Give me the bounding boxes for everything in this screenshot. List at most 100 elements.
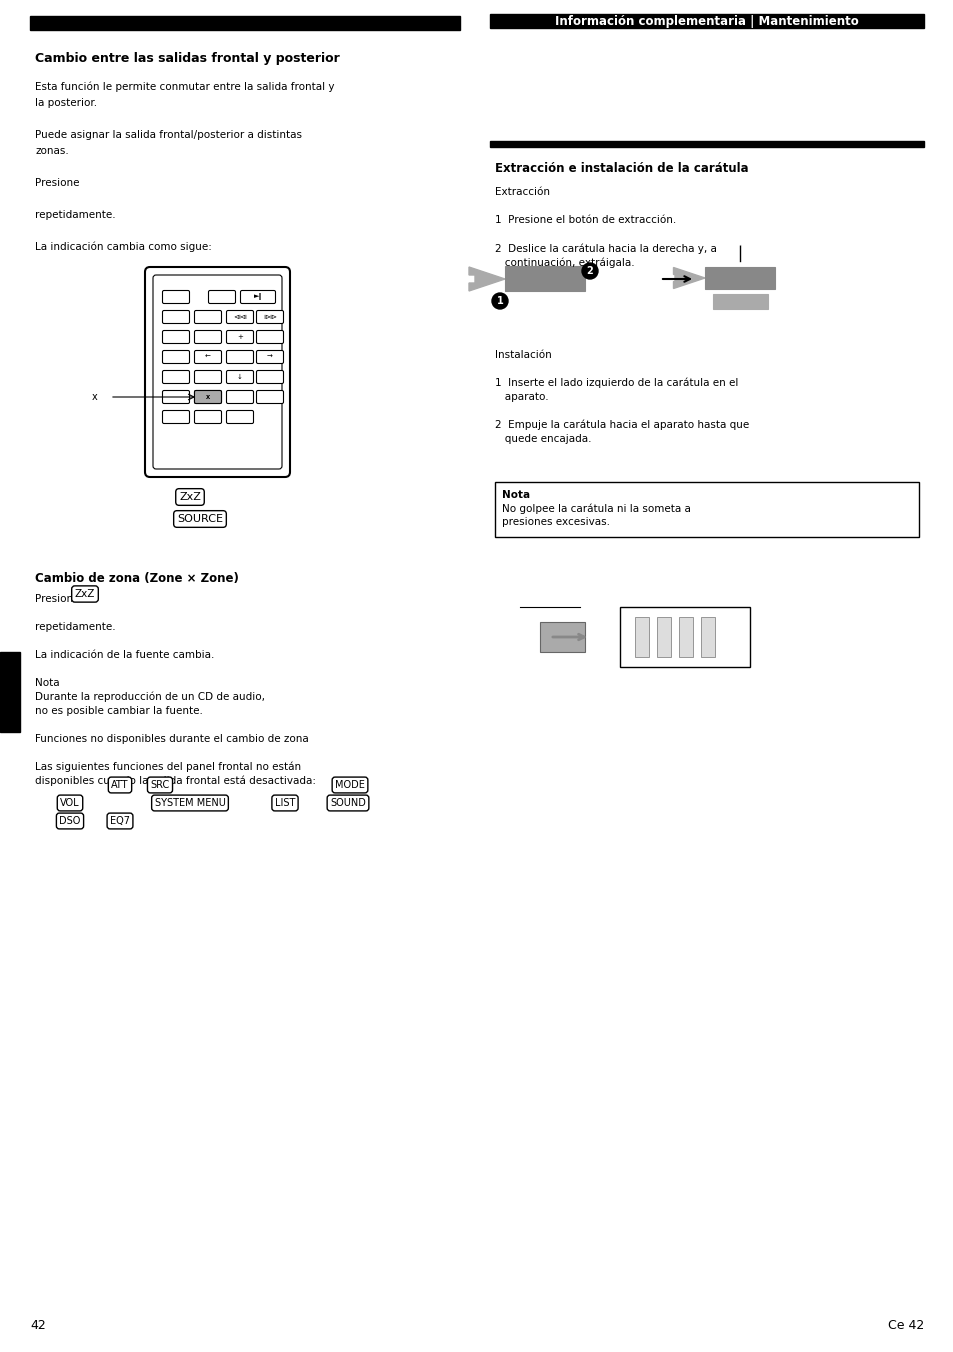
Text: VOL: VOL — [60, 798, 80, 808]
Text: No golpee la carátula ni la someta a: No golpee la carátula ni la someta a — [501, 504, 690, 515]
Text: →: → — [267, 354, 273, 360]
Text: 1  Inserte el lado izquierdo de la carátula en el: 1 Inserte el lado izquierdo de la carátu… — [495, 379, 738, 388]
Text: SYSTEM MENU: SYSTEM MENU — [154, 798, 225, 808]
Text: LIST: LIST — [274, 798, 294, 808]
FancyArrow shape — [673, 268, 704, 288]
Bar — [635, 617, 648, 657]
Bar — [504, 266, 584, 291]
Bar — [619, 607, 749, 667]
Text: 2  Deslice la carátula hacia la derecha y, a: 2 Deslice la carátula hacia la derecha y… — [495, 243, 716, 254]
FancyBboxPatch shape — [194, 311, 221, 323]
FancyBboxPatch shape — [256, 311, 283, 323]
FancyBboxPatch shape — [162, 350, 190, 364]
Circle shape — [492, 293, 507, 310]
Text: DSO: DSO — [59, 817, 81, 826]
FancyBboxPatch shape — [226, 370, 253, 384]
Text: Ce 42: Ce 42 — [887, 1320, 923, 1332]
Text: SRC: SRC — [151, 780, 170, 790]
FancyBboxPatch shape — [256, 370, 283, 384]
Text: x: x — [92, 392, 98, 402]
Text: MODE: MODE — [335, 780, 365, 790]
FancyBboxPatch shape — [162, 391, 190, 403]
Bar — [533, 270, 540, 287]
Bar — [495, 483, 918, 537]
Text: x: x — [206, 393, 210, 400]
Text: 1  Presione el botón de extracción.: 1 Presione el botón de extracción. — [495, 215, 676, 224]
FancyArrow shape — [469, 266, 504, 291]
Text: repetidamente.: repetidamente. — [35, 622, 115, 631]
Text: ZxZ: ZxZ — [179, 492, 201, 502]
FancyBboxPatch shape — [194, 370, 221, 384]
Text: Nota: Nota — [35, 677, 60, 688]
FancyBboxPatch shape — [162, 311, 190, 323]
Text: zonas.: zonas. — [35, 146, 69, 155]
Text: 2: 2 — [586, 266, 593, 276]
Bar — [539, 622, 584, 652]
Text: ↓: ↓ — [236, 375, 243, 380]
Text: Extracción: Extracción — [495, 187, 550, 197]
Bar — [700, 617, 714, 657]
FancyBboxPatch shape — [194, 391, 221, 403]
Text: ⧏⧏: ⧏⧏ — [233, 314, 247, 320]
FancyBboxPatch shape — [226, 350, 253, 364]
FancyBboxPatch shape — [152, 274, 282, 469]
Circle shape — [581, 264, 598, 279]
Text: La indicación cambia como sigue:: La indicación cambia como sigue: — [35, 242, 212, 253]
Text: Presione: Presione — [35, 178, 79, 188]
Text: SOURCE: SOURCE — [177, 514, 223, 525]
Bar — [551, 270, 558, 287]
Text: La indicación de la fuente cambia.: La indicación de la fuente cambia. — [35, 650, 214, 660]
FancyBboxPatch shape — [194, 350, 221, 364]
Text: repetidamente.: repetidamente. — [35, 210, 115, 220]
Bar — [515, 270, 522, 287]
Text: 2  Empuje la carátula hacia el aparato hasta que: 2 Empuje la carátula hacia el aparato ha… — [495, 420, 748, 430]
Text: Nota: Nota — [501, 489, 530, 500]
FancyBboxPatch shape — [162, 370, 190, 384]
Text: ⧐⧐: ⧐⧐ — [263, 314, 276, 320]
Text: Instalación: Instalación — [495, 350, 551, 360]
Circle shape — [732, 231, 746, 245]
Bar — [30, 16, 459, 30]
Bar — [732, 269, 740, 284]
FancyBboxPatch shape — [226, 330, 253, 343]
Text: +: + — [236, 334, 243, 339]
Text: ←: ← — [205, 354, 211, 360]
Text: la posterior.: la posterior. — [35, 97, 97, 108]
FancyBboxPatch shape — [226, 411, 253, 423]
Bar — [679, 617, 692, 657]
Bar — [712, 293, 767, 310]
Text: ►‖: ►‖ — [253, 293, 262, 300]
FancyBboxPatch shape — [240, 291, 275, 303]
Bar — [490, 141, 923, 147]
FancyBboxPatch shape — [194, 411, 221, 423]
Bar — [490, 14, 923, 28]
FancyBboxPatch shape — [162, 330, 190, 343]
Text: ZxZ: ZxZ — [74, 589, 95, 599]
Bar — [657, 617, 670, 657]
Text: ATT: ATT — [112, 780, 129, 790]
Text: aparato.: aparato. — [495, 392, 548, 402]
Bar — [750, 269, 759, 284]
FancyBboxPatch shape — [209, 291, 235, 303]
Text: Las siguientes funciones del panel frontal no están: Las siguientes funciones del panel front… — [35, 763, 301, 772]
FancyBboxPatch shape — [194, 391, 221, 403]
Text: quede encajada.: quede encajada. — [495, 434, 591, 443]
Bar — [0, 652, 20, 731]
Bar — [714, 269, 722, 284]
FancyBboxPatch shape — [226, 311, 253, 323]
Text: EQ7: EQ7 — [110, 817, 130, 826]
Text: 1: 1 — [497, 296, 503, 306]
Text: presiones excesivas.: presiones excesivas. — [501, 516, 609, 527]
Text: Presione: Presione — [35, 594, 79, 604]
Text: Funciones no disponibles durante el cambio de zona: Funciones no disponibles durante el camb… — [35, 734, 309, 744]
Text: Esta función le permite conmutar entre la salida frontal y: Esta función le permite conmutar entre l… — [35, 82, 335, 92]
Text: Extracción e instalación de la carátula: Extracción e instalación de la carátula — [495, 162, 748, 174]
Text: Cambio entre las salidas frontal y posterior: Cambio entre las salidas frontal y poste… — [35, 51, 339, 65]
Text: Cambio de zona (Zone × Zone): Cambio de zona (Zone × Zone) — [35, 572, 238, 585]
Text: Información complementaria | Mantenimiento: Información complementaria | Mantenimien… — [555, 15, 858, 28]
FancyBboxPatch shape — [256, 330, 283, 343]
Text: disponibles cuando la salida frontal está desactivada:: disponibles cuando la salida frontal est… — [35, 776, 315, 787]
FancyBboxPatch shape — [226, 391, 253, 403]
Text: 42: 42 — [30, 1320, 46, 1332]
FancyBboxPatch shape — [162, 291, 190, 303]
